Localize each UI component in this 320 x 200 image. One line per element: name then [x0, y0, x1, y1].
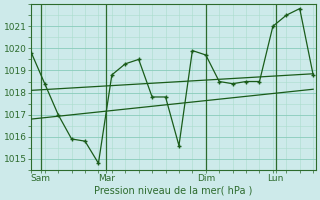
- X-axis label: Pression niveau de la mer( hPa ): Pression niveau de la mer( hPa ): [94, 186, 253, 196]
